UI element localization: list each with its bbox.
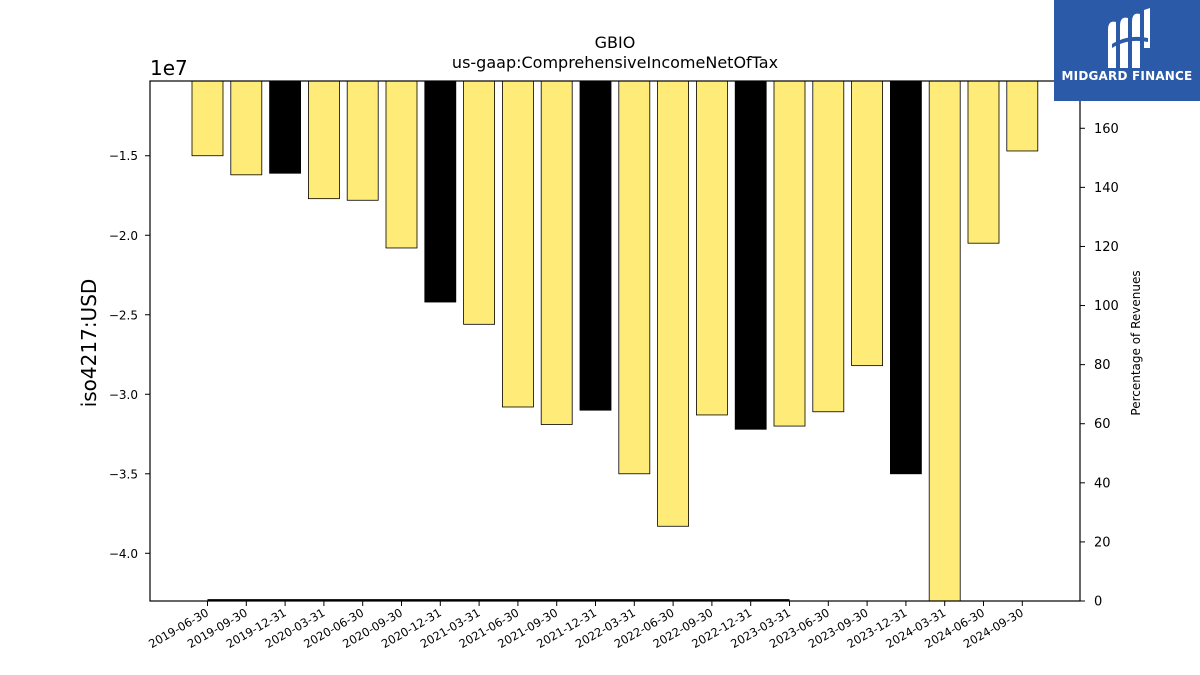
- y2-tick-label: 0: [1094, 595, 1102, 610]
- bar-2024-06-30: [967, 80, 1000, 244]
- bar-2021-12-31: [579, 80, 612, 411]
- bar-2022-09-30: [696, 80, 728, 416]
- y-axis-label: iso4217:USD: [77, 279, 101, 408]
- y-tick-label: −2.0: [109, 229, 138, 243]
- y2-axis-label: Percentage of Revenues: [1129, 270, 1143, 415]
- y-offset-label: 1e7: [150, 56, 188, 80]
- bar-2019-06-30: [191, 80, 224, 157]
- y-tick-label: −4.0: [109, 547, 138, 561]
- bars-layer: [191, 80, 1039, 602]
- bar-2019-12-31: [269, 80, 302, 174]
- y-axis: −4.0 −3.5 −3.0 −2.5 −2.0 −1.5: [109, 149, 150, 561]
- bar-2024-09-30: [1006, 80, 1039, 152]
- y2-tick-label: 100: [1094, 299, 1119, 314]
- bar-2020-06-30: [346, 80, 379, 201]
- bar-2023-03-31: [773, 80, 806, 427]
- bar-2022-12-31: [734, 80, 767, 430]
- midgard-logo-icon: [1108, 8, 1150, 68]
- bar-2021-09-30: [540, 80, 573, 425]
- logo-text: MIDGARD FINANCE: [1061, 69, 1193, 83]
- bar-2023-12-31: [890, 80, 922, 475]
- y2-tick-label: 140: [1094, 181, 1119, 196]
- bar-2021-06-30: [501, 80, 534, 408]
- y-tick-label: −1.5: [109, 149, 138, 163]
- y-tick-label: −3.0: [109, 388, 138, 402]
- y-tick-label: −2.5: [109, 308, 138, 322]
- y2-axis: 0 20 40 60 80 100 120 140 160: [1080, 122, 1119, 610]
- y2-tick-label: 20: [1094, 535, 1111, 550]
- bar-2022-03-31: [618, 80, 651, 475]
- plot-frame: [149, 80, 1081, 602]
- bar-2024-03-31: [928, 80, 961, 602]
- midgard-finance-logo: MIDGARD FINANCE: [1054, 0, 1200, 101]
- bar-2020-12-31: [424, 80, 457, 303]
- chart-title: GBIO: [595, 33, 636, 52]
- bar-2020-03-31: [307, 80, 340, 200]
- y2-tick-label: 40: [1094, 476, 1111, 491]
- bar-2019-09-30: [230, 80, 263, 176]
- chart-subtitle: us-gaap:ComprehensiveIncomeNetOfTax: [452, 53, 778, 72]
- bar-2023-09-30: [851, 80, 883, 367]
- y2-tick-label: 160: [1094, 122, 1119, 137]
- y-tick-label: −3.5: [109, 467, 138, 481]
- y2-tick-label: 60: [1094, 417, 1111, 432]
- bar-2022-06-30: [657, 80, 689, 527]
- bar-2021-03-31: [463, 80, 496, 325]
- y2-tick-label: 80: [1094, 358, 1111, 373]
- bar-2023-06-30: [812, 80, 845, 413]
- x-axis: 2019-06-302019-09-302019-12-312020-03-31…: [146, 601, 1026, 651]
- bar-2020-09-30: [385, 80, 418, 249]
- y2-tick-label: 120: [1094, 240, 1119, 255]
